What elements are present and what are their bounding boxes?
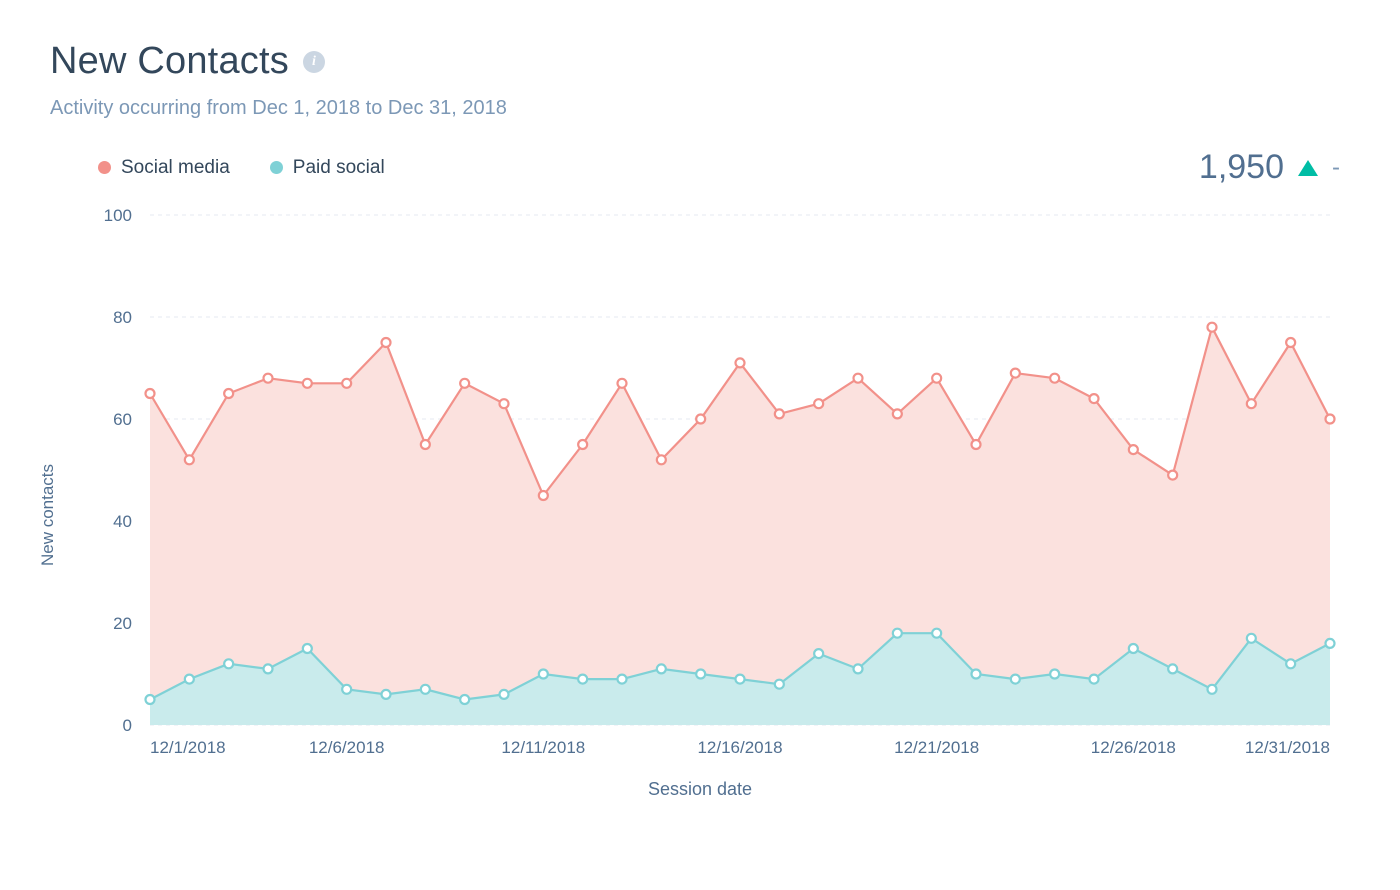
svg-text:12/16/2018: 12/16/2018 [697,738,782,757]
svg-text:100: 100 [104,206,132,225]
svg-text:12/21/2018: 12/21/2018 [894,738,979,757]
legend-label: Paid social [293,157,385,179]
svg-text:40: 40 [113,512,132,531]
info-icon[interactable]: i [303,51,325,73]
y-axis-label: New contacts [38,464,58,566]
svg-text:12/26/2018: 12/26/2018 [1091,738,1176,757]
date-range-subtitle: Activity occurring from Dec 1, 2018 to D… [50,97,1350,120]
trend-up-icon [1298,160,1318,176]
metric-delta: - [1332,154,1340,182]
metric-value: 1,950 [1199,148,1284,187]
svg-text:12/31/2018: 12/31/2018 [1245,738,1330,757]
svg-text:12/1/2018: 12/1/2018 [150,738,226,757]
legend-item[interactable]: Social media [98,157,230,179]
legend-dot [270,161,283,174]
new-contacts-chart: New contacts 02040608010012/1/201812/6/2… [60,205,1340,825]
svg-text:60: 60 [113,410,132,429]
chart-svg: 0 20 40 60 80 100 12/1/2018 12/6/2018 12/11/2018… [60,205,1340,765]
metric-summary: 1,950 - [1199,148,1340,187]
svg-text:20: 20 [113,614,132,633]
chart-legend: Social media Paid social [98,157,385,179]
svg-text:12/6/2018: 12/6/2018 [309,738,385,757]
legend-label: Social media [121,157,230,179]
page-title: New Contacts [50,40,289,83]
svg-text:0: 0 [123,716,132,735]
legend-dot [98,161,111,174]
legend-item[interactable]: Paid social [270,157,385,179]
svg-text:80: 80 [113,308,132,327]
x-axis-label: Session date [60,779,1340,800]
svg-text:12/11/2018: 12/11/2018 [501,738,585,757]
